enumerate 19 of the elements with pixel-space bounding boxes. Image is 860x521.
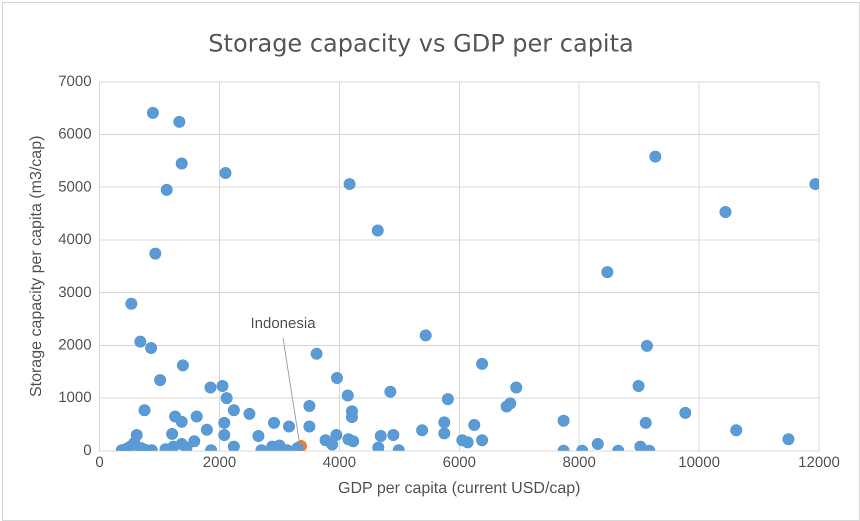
y-tick-label: 2000: [58, 336, 92, 354]
y-tick-label: 5000: [58, 178, 92, 196]
chart-title: Storage capacity vs GDP per capita: [208, 30, 634, 58]
x-tick-label: 6000: [442, 454, 476, 471]
y-tick-label: 1000: [58, 389, 92, 406]
x-tick-label: 2000: [202, 454, 236, 471]
y-tick-label: 6000: [58, 126, 92, 143]
x-tick-label: 10000: [678, 454, 720, 471]
y-tick-label: 0: [83, 442, 92, 459]
y-tick-label: 7000: [58, 72, 92, 90]
x-tick-label: 12000: [798, 454, 840, 471]
x-axis-title: GDP per capita (current USD/cap): [338, 480, 581, 497]
x-tick-label: 8000: [562, 454, 596, 471]
x-tick-label: 0: [95, 454, 104, 471]
annotation: Indonesia: [250, 315, 316, 332]
y-tick-label: 3000: [58, 284, 92, 301]
y-axis-title: Storage capacity per capita (m3/cap): [28, 136, 46, 398]
y-tick-label: 4000: [58, 231, 92, 248]
x-tick-label: 4000: [322, 454, 356, 471]
